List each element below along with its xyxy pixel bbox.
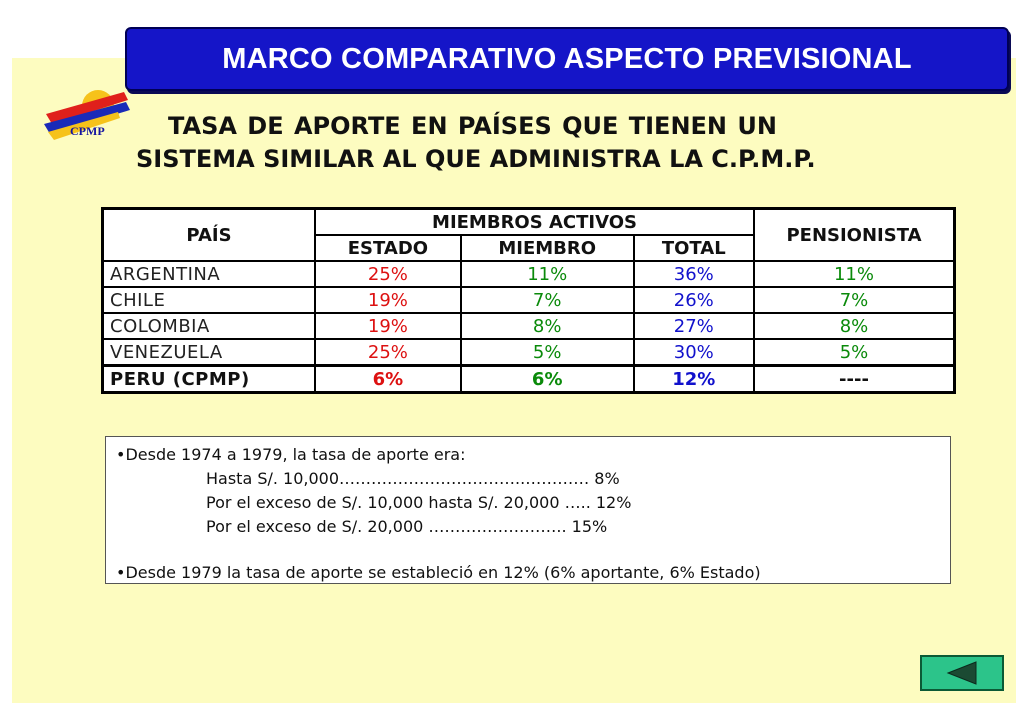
estado-cell: 6% (314, 364, 462, 394)
pensionista-cell: 11% (753, 260, 956, 288)
miembro-cell: 7% (459, 286, 635, 314)
pensionista-cell: 8% (753, 312, 956, 340)
total-cell: 12% (632, 364, 756, 394)
cpmp-logo (40, 84, 140, 148)
table-row: CHILE 19% 7% 26% 7% (101, 286, 956, 314)
country-cell: COLOMBIA (101, 312, 316, 340)
contribution-rates-table: PAÍS MIEMBROS ACTIVOS PENSIONISTA ESTADO… (101, 207, 956, 394)
table-subheader-row: ESTADO MIEMBRO TOTAL (103, 234, 955, 262)
miembro-cell: 5% (459, 338, 635, 367)
note-line: Por el exceso de S/. 20,000 …………………….. 1… (206, 517, 608, 536)
note-spacer (116, 539, 940, 561)
col-group-miembros-activos: MIEMBROS ACTIVOS (314, 207, 755, 236)
total-cell: 26% (632, 286, 756, 314)
header-bar: MARCO COMPARATIVO ASPECTO PREVISIONAL (125, 27, 1009, 91)
subtitle-line-1: TASA DE APORTE EN PAÍSES QUE TIENEN UN (168, 112, 777, 140)
note-line: Hasta S/. 10,000……………………………..………… 8% (206, 469, 620, 488)
logo-text: CPMP (70, 124, 105, 138)
table-row-peru: PERU (CPMP) 6% 6% 12% ---- (101, 364, 956, 394)
pensionista-cell: ---- (753, 364, 956, 394)
notes-box: •Desde 1974 a 1979, la tasa de aporte er… (105, 436, 951, 584)
subtitle: TASA DE APORTE EN PAÍSES QUE TIENEN UN S… (136, 110, 936, 176)
total-cell: 36% (632, 260, 756, 288)
total-cell: 27% (632, 312, 756, 340)
col-header-estado: ESTADO (314, 234, 462, 262)
estado-cell: 19% (314, 286, 462, 314)
estado-cell: 25% (314, 260, 462, 288)
table-row: ARGENTINA 25% 11% 36% 11% (101, 260, 956, 288)
country-cell: PERU (CPMP) (101, 364, 316, 394)
col-header-pais: PAÍS (101, 207, 316, 262)
table-header-row: PAÍS MIEMBROS ACTIVOS PENSIONISTA (101, 207, 956, 262)
country-cell: CHILE (101, 286, 316, 314)
table-row: VENEZUELA 25% 5% 30% 5% (101, 338, 956, 367)
pensionista-cell: 5% (753, 338, 956, 367)
col-header-total: TOTAL (632, 234, 756, 262)
col-header-miembro: MIEMBRO (459, 234, 635, 262)
col-header-pensionista: PENSIONISTA (753, 207, 956, 262)
miembro-cell: 8% (459, 312, 635, 340)
note-line: •Desde 1979 la tasa de aporte se estable… (116, 563, 761, 582)
estado-cell: 19% (314, 312, 462, 340)
miembro-cell: 11% (459, 260, 635, 288)
subtitle-line-2: SISTEMA SIMILAR AL QUE ADMINISTRA LA C.P… (136, 145, 816, 173)
pensionista-cell: 7% (753, 286, 956, 314)
sun-stripes-logo-icon (44, 90, 130, 140)
page-title: MARCO COMPARATIVO ASPECTO PREVISIONAL (222, 42, 912, 75)
back-button[interactable] (920, 655, 1004, 691)
country-cell: ARGENTINA (101, 260, 316, 288)
miembro-cell: 6% (459, 364, 635, 394)
total-cell: 30% (632, 338, 756, 367)
note-line: •Desde 1974 a 1979, la tasa de aporte er… (116, 445, 466, 464)
note-line: Por el exceso de S/. 10,000 hasta S/. 20… (206, 493, 632, 512)
estado-cell: 25% (314, 338, 462, 367)
triangle-left-icon (946, 661, 977, 685)
country-cell: VENEZUELA (101, 338, 316, 367)
table-row: COLOMBIA 19% 8% 27% 8% (101, 312, 956, 340)
